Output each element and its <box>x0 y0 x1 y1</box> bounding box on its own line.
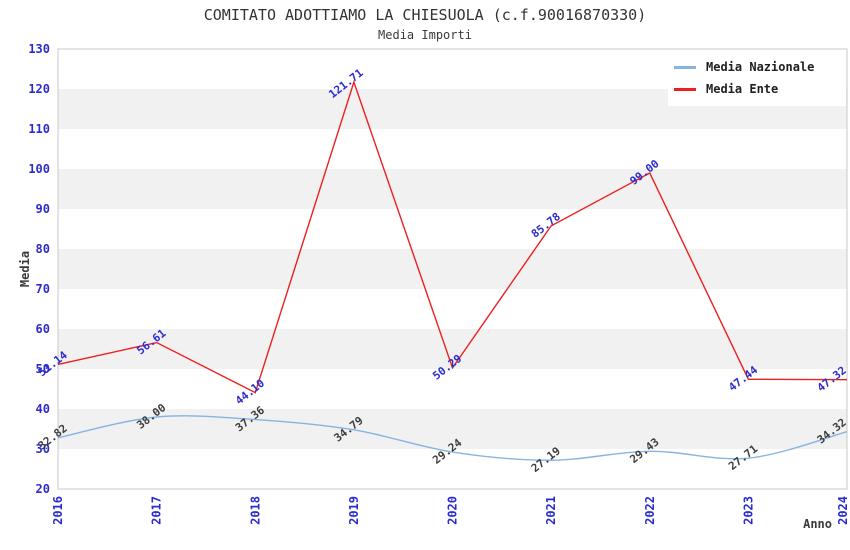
series-line-media-nazionale <box>57 415 848 461</box>
y-tick-label: 50 <box>36 362 50 376</box>
y-tick-label: 90 <box>36 202 50 216</box>
x-tick-label: 2019 <box>347 496 361 525</box>
series-line-media-ente <box>57 79 848 394</box>
legend-label-media-nazionale: Media Nazionale <box>706 60 815 74</box>
y-tick-label: 60 <box>36 322 50 336</box>
y-tick-label: 80 <box>36 242 50 256</box>
x-tick-label: 2017 <box>150 496 164 525</box>
legend-swatch-media-nazionale <box>674 65 696 69</box>
y-tick-label: 110 <box>28 122 50 136</box>
x-tick-label: 2022 <box>643 496 657 525</box>
x-tick-label: 2016 <box>51 496 65 525</box>
legend-label-media-ente: Media Ente <box>706 82 779 96</box>
y-tick-label: 100 <box>28 162 50 176</box>
y-tick-label: 20 <box>36 482 50 496</box>
plot-border <box>57 48 848 490</box>
y-tick-label: 70 <box>36 282 50 296</box>
legend-item-media-ente: Media Ente <box>674 78 842 100</box>
x-tick-label: 2021 <box>544 496 558 525</box>
chart-title: COMITATO ADOTTIAMO LA CHIESUOLA (c.f.900… <box>203 6 647 24</box>
data-point-label: 44.10 <box>233 377 267 408</box>
y-tick-label: 40 <box>36 402 50 416</box>
y-tick-label: 30 <box>36 442 50 456</box>
y-axis-title: Media <box>18 251 32 287</box>
grid-band <box>58 249 847 289</box>
x-tick-label: 2024 <box>836 496 850 525</box>
y-tick-label: 130 <box>28 42 50 56</box>
legend-item-media-nazionale: Media Nazionale <box>674 56 842 78</box>
legend-swatch-media-ente <box>674 87 696 91</box>
y-tick-label: 120 <box>28 82 50 96</box>
grid-band <box>58 169 847 209</box>
x-axis-title: Anno <box>803 517 832 531</box>
x-tick-label: 2023 <box>741 496 755 525</box>
x-tick-label: 2018 <box>248 496 262 525</box>
chart-subtitle: Media Importi <box>378 28 472 42</box>
legend: Media Nazionale Media Ente <box>668 52 846 106</box>
grid-band <box>58 329 847 369</box>
data-point-label: 85.78 <box>529 210 563 241</box>
x-tick-label: 2020 <box>446 496 460 525</box>
